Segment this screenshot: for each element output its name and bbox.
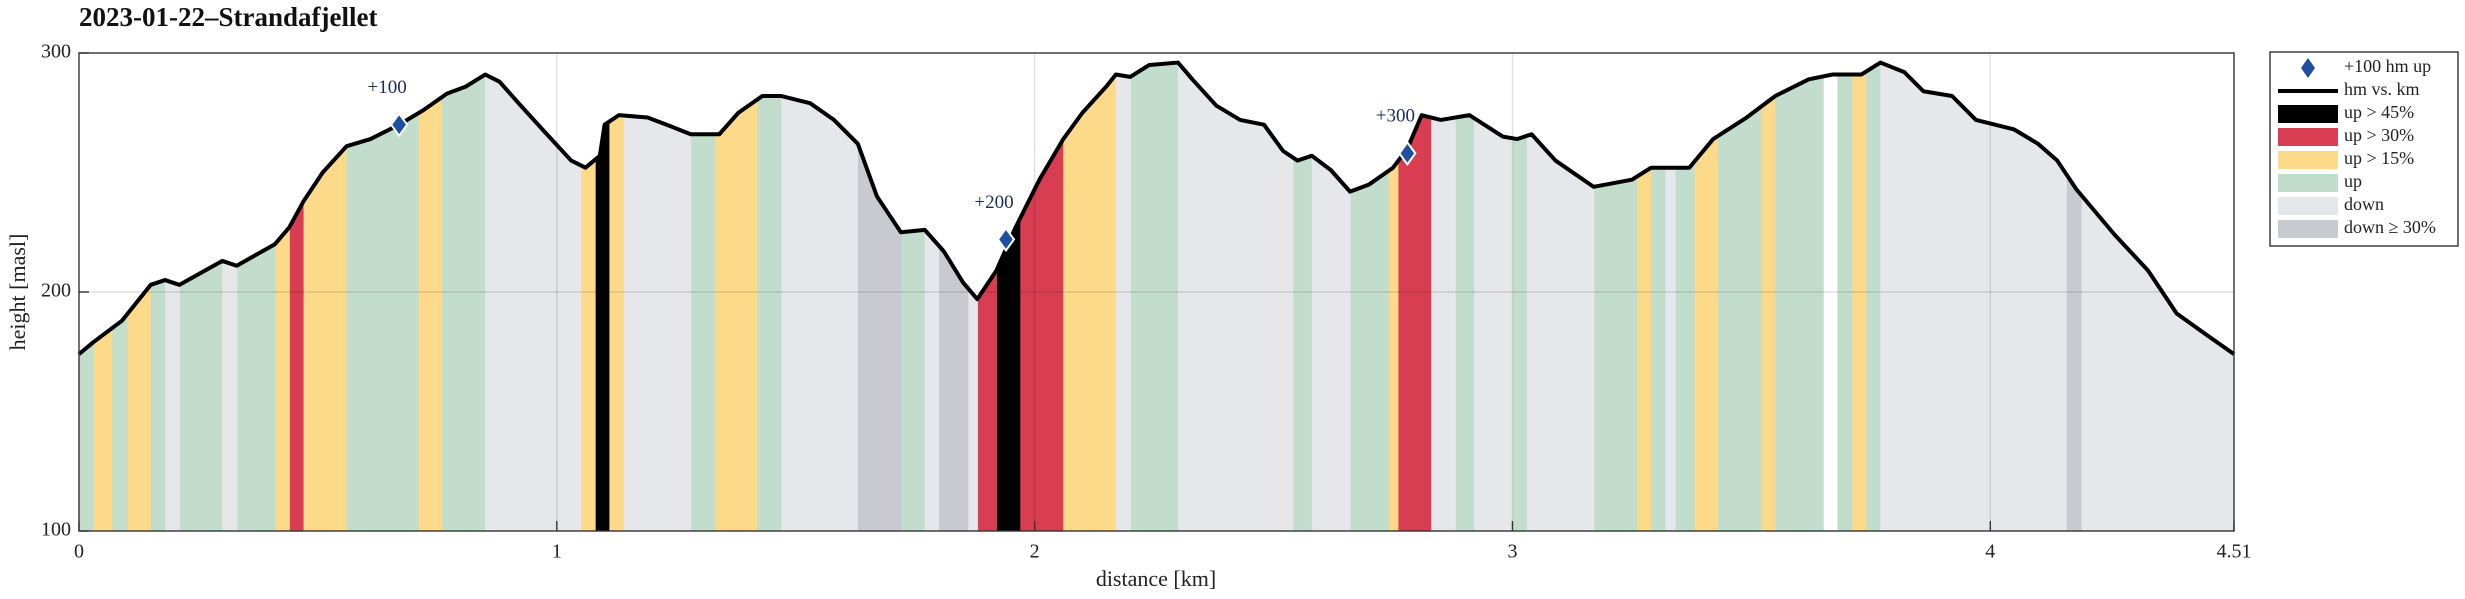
- x-tick-label: 1: [552, 541, 562, 563]
- band: [1760, 62, 1776, 531]
- band: [1866, 62, 1882, 531]
- band: [595, 62, 610, 531]
- band: [1512, 62, 1528, 531]
- y-tick-label: 300: [41, 41, 71, 63]
- legend-label: hm vs. km: [2344, 79, 2420, 99]
- band: [580, 62, 596, 531]
- band: [1651, 62, 1666, 531]
- band: [418, 62, 443, 531]
- band: [690, 62, 716, 531]
- legend-label: up > 30%: [2344, 125, 2414, 145]
- y-axis-label: height [masl]: [5, 234, 30, 351]
- legend-marker: [2301, 58, 2315, 78]
- band: [1851, 62, 1867, 531]
- chart-title: 2023-01-22–Strandafjellet: [79, 2, 377, 32]
- band: [1837, 62, 1853, 531]
- legend-label: up: [2344, 171, 2362, 191]
- band: [1775, 62, 1824, 531]
- band: [1431, 62, 1456, 531]
- band: [1474, 62, 1514, 531]
- marker: [389, 111, 409, 138]
- marker: [996, 226, 1016, 253]
- x-tick-label: 0: [74, 541, 84, 563]
- marker-label: +300: [1376, 106, 1415, 127]
- marker: [1398, 140, 1417, 167]
- band: [609, 62, 625, 531]
- legend-label: down: [2344, 194, 2384, 214]
- band: [1063, 62, 1117, 531]
- x-tick-label: 3: [1507, 541, 1517, 563]
- legend-swatch: [2278, 220, 2338, 238]
- band: [1636, 62, 1652, 531]
- band: [781, 62, 859, 531]
- x-tick-label: 4: [1985, 541, 1995, 563]
- plot: +100 +200 +300 0 1 2 3 4 4.51 100 200 300 +100 hm up…: [41, 41, 2459, 563]
- band: [1130, 62, 1179, 531]
- band: [1292, 62, 1313, 531]
- bands: [79, 62, 2234, 531]
- band: [1115, 62, 1131, 531]
- band: [1665, 62, 1676, 531]
- legend-swatch: [2278, 128, 2338, 146]
- band: [714, 62, 759, 531]
- band: [1717, 62, 1762, 531]
- legend-swatch: [2278, 174, 2338, 192]
- x-tick-label: 2: [1030, 541, 1040, 563]
- band: [757, 62, 783, 531]
- legend-label: up > 15%: [2344, 148, 2414, 168]
- legend-swatch: [2278, 151, 2338, 169]
- legend-swatch: [2278, 197, 2338, 215]
- band: [1455, 62, 1475, 531]
- band: [1674, 62, 1695, 531]
- x-tick-label: 4.51: [2217, 541, 2252, 563]
- profile-line: [77, 60, 2236, 356]
- band: [1388, 62, 1399, 531]
- marker-label: +200: [974, 192, 1013, 213]
- legend-label: down ≥ 30%: [2344, 217, 2436, 237]
- y-tick-label: 100: [41, 519, 71, 541]
- band: [623, 62, 692, 531]
- x-axis-label: distance [km]: [1096, 566, 1216, 591]
- marker-label: +100: [368, 77, 407, 98]
- legend-swatch: [2278, 105, 2338, 123]
- legend-label: +100 hm up: [2344, 56, 2431, 76]
- y-tick-label: 200: [41, 280, 71, 302]
- legend-label: up > 45%: [2344, 102, 2414, 122]
- band: [442, 62, 486, 531]
